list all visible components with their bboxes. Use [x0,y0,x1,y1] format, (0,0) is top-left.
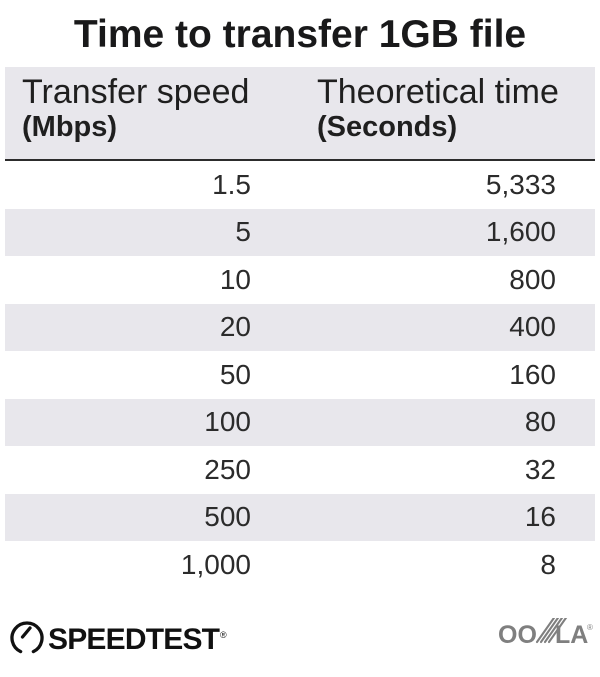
svg-text:LA: LA [555,621,588,648]
svg-text:®: ® [220,630,227,640]
svg-text:OO: OO [498,621,537,648]
svg-text:SPEEDTEST: SPEEDTEST [48,623,220,656]
svg-text:®: ® [587,623,593,632]
